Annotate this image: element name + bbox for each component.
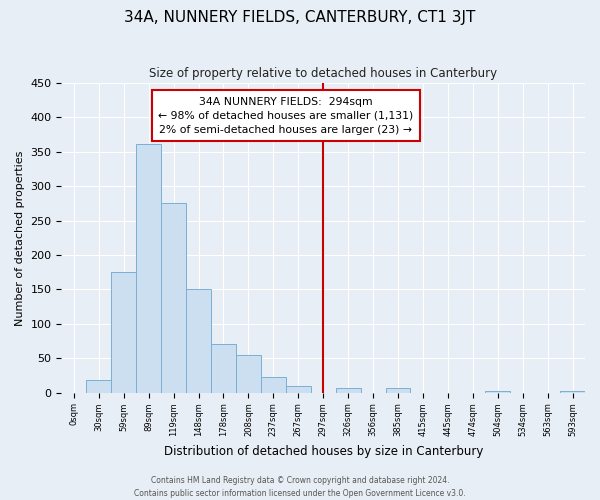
Bar	[560, 390, 585, 392]
Bar	[86, 380, 111, 392]
Bar	[261, 376, 286, 392]
Title: Size of property relative to detached houses in Canterbury: Size of property relative to detached ho…	[149, 68, 497, 80]
Bar	[236, 354, 261, 393]
Bar	[161, 204, 186, 392]
Text: 34A NUNNERY FIELDS:  294sqm
← 98% of detached houses are smaller (1,131)
2% of s: 34A NUNNERY FIELDS: 294sqm ← 98% of deta…	[158, 97, 413, 135]
Bar	[286, 386, 311, 392]
X-axis label: Distribution of detached houses by size in Canterbury: Distribution of detached houses by size …	[164, 444, 483, 458]
Bar	[485, 391, 510, 392]
Bar	[335, 388, 361, 392]
Y-axis label: Number of detached properties: Number of detached properties	[15, 150, 25, 326]
Text: 34A, NUNNERY FIELDS, CANTERBURY, CT1 3JT: 34A, NUNNERY FIELDS, CANTERBURY, CT1 3JT	[124, 10, 476, 25]
Bar	[211, 344, 236, 393]
Bar	[111, 272, 136, 392]
Bar	[186, 290, 211, 393]
Bar	[136, 144, 161, 392]
Text: Contains HM Land Registry data © Crown copyright and database right 2024.
Contai: Contains HM Land Registry data © Crown c…	[134, 476, 466, 498]
Bar	[386, 388, 410, 392]
